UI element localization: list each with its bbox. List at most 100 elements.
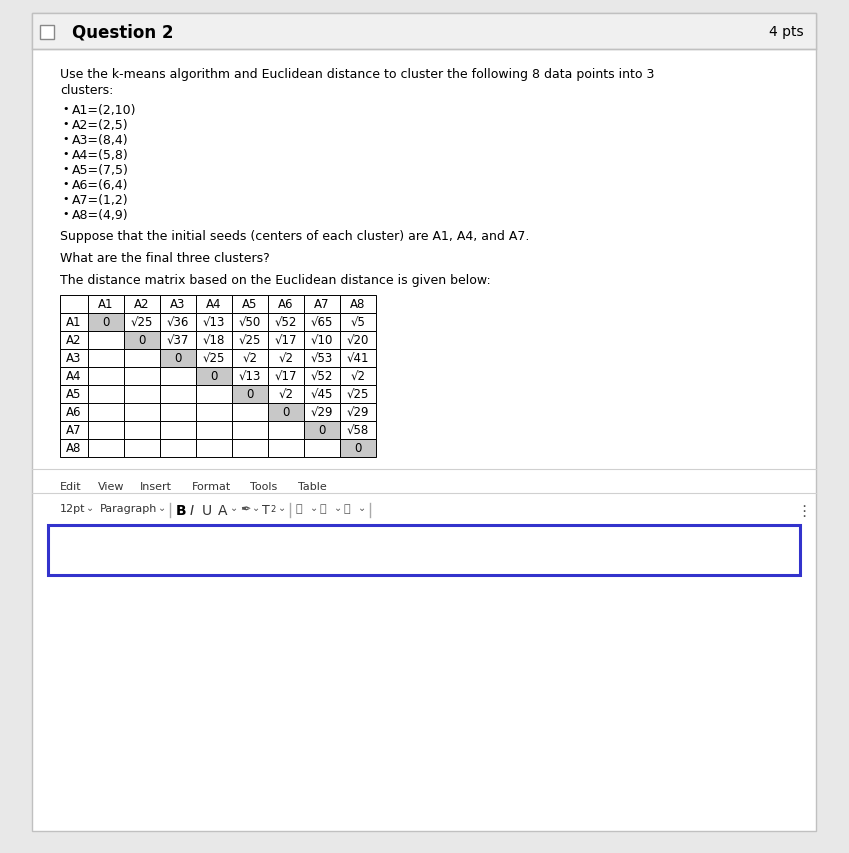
Text: √52: √52 — [311, 370, 333, 383]
Text: •: • — [62, 148, 69, 159]
Text: 2: 2 — [270, 504, 275, 514]
Bar — [268, 386, 304, 403]
Text: Paragraph: Paragraph — [100, 503, 157, 514]
Bar — [124, 386, 160, 403]
Text: ⌄: ⌄ — [158, 502, 166, 513]
Text: A6: A6 — [66, 406, 82, 419]
Text: √65: √65 — [311, 316, 333, 329]
Text: A: A — [218, 503, 228, 518]
Text: A3: A3 — [66, 352, 82, 365]
Bar — [196, 439, 232, 457]
Text: ⌄: ⌄ — [86, 502, 94, 513]
Text: √13: √13 — [239, 370, 261, 383]
Text: √25: √25 — [203, 352, 225, 365]
Text: Suppose that the initial seeds (centers of each cluster) are A1, A4, and A7.: Suppose that the initial seeds (centers … — [60, 229, 530, 243]
Text: A2: A2 — [134, 299, 149, 311]
Bar — [340, 314, 376, 332]
Text: 0: 0 — [103, 316, 110, 329]
Text: √20: √20 — [346, 334, 369, 347]
Bar — [196, 368, 232, 386]
Text: A4: A4 — [206, 299, 222, 311]
Text: •: • — [62, 194, 69, 204]
Bar — [304, 296, 340, 314]
Bar — [340, 332, 376, 350]
Bar — [232, 368, 268, 386]
Text: 0: 0 — [138, 334, 146, 347]
Bar — [340, 386, 376, 403]
Text: View: View — [98, 481, 125, 491]
Text: A4: A4 — [66, 370, 82, 383]
Text: √5: √5 — [351, 316, 365, 329]
Text: •: • — [62, 164, 69, 174]
Text: ⌄: ⌄ — [278, 502, 286, 513]
Bar — [232, 332, 268, 350]
Text: √29: √29 — [346, 406, 369, 419]
Bar — [32, 14, 816, 50]
Text: A7=(1,2): A7=(1,2) — [72, 194, 129, 206]
Bar — [232, 314, 268, 332]
Text: A8: A8 — [351, 299, 366, 311]
Bar — [60, 421, 88, 439]
Text: T: T — [262, 503, 270, 516]
Text: ⋮: ⋮ — [796, 503, 812, 519]
Text: Insert: Insert — [140, 481, 172, 491]
Text: B: B — [176, 503, 187, 518]
Text: Edit: Edit — [60, 481, 82, 491]
Bar — [304, 439, 340, 457]
Text: ✒: ✒ — [240, 503, 250, 516]
Text: ⌄: ⌄ — [230, 502, 238, 513]
Bar — [304, 368, 340, 386]
Text: Use the k-means algorithm and Euclidean distance to cluster the following 8 data: Use the k-means algorithm and Euclidean … — [60, 68, 655, 81]
Text: √2: √2 — [278, 388, 294, 401]
Text: √18: √18 — [203, 334, 225, 347]
Text: 🖼: 🖼 — [320, 503, 327, 514]
Text: √37: √37 — [166, 334, 189, 347]
Text: U: U — [202, 503, 212, 518]
Bar — [88, 403, 124, 421]
Text: ⌄: ⌄ — [358, 502, 366, 513]
Text: A1=(2,10): A1=(2,10) — [72, 104, 137, 117]
Bar — [88, 386, 124, 403]
Text: √10: √10 — [311, 334, 333, 347]
Bar — [232, 403, 268, 421]
Bar — [232, 386, 268, 403]
Text: √13: √13 — [203, 316, 225, 329]
Bar — [304, 350, 340, 368]
Bar — [340, 350, 376, 368]
Text: A2=(2,5): A2=(2,5) — [72, 119, 129, 132]
Bar — [340, 421, 376, 439]
Bar — [124, 332, 160, 350]
Bar — [124, 421, 160, 439]
Text: √25: √25 — [239, 334, 261, 347]
Bar — [124, 368, 160, 386]
Bar — [60, 296, 88, 314]
Text: I: I — [190, 503, 194, 518]
Text: √25: √25 — [131, 316, 153, 329]
Bar — [160, 439, 196, 457]
Bar — [60, 403, 88, 421]
Text: √2: √2 — [278, 352, 294, 365]
Bar — [60, 332, 88, 350]
Text: The distance matrix based on the Euclidean distance is given below:: The distance matrix based on the Euclide… — [60, 274, 491, 287]
Text: √52: √52 — [275, 316, 297, 329]
Text: Question 2: Question 2 — [72, 23, 173, 41]
Bar — [88, 350, 124, 368]
Bar — [88, 332, 124, 350]
Bar — [304, 314, 340, 332]
Bar — [196, 386, 232, 403]
Text: 12pt: 12pt — [60, 503, 86, 514]
Bar — [304, 403, 340, 421]
Bar — [160, 350, 196, 368]
Bar — [268, 421, 304, 439]
Text: √2: √2 — [243, 352, 257, 365]
Text: A5=(7,5): A5=(7,5) — [72, 164, 129, 177]
Text: √50: √50 — [239, 316, 261, 329]
Text: A1: A1 — [98, 299, 114, 311]
Text: A6: A6 — [278, 299, 294, 311]
Bar — [340, 368, 376, 386]
Text: What are the final three clusters?: What are the final three clusters? — [60, 252, 270, 264]
Bar — [232, 439, 268, 457]
Bar — [196, 403, 232, 421]
Text: A7: A7 — [66, 424, 82, 437]
Text: √36: √36 — [166, 316, 189, 329]
